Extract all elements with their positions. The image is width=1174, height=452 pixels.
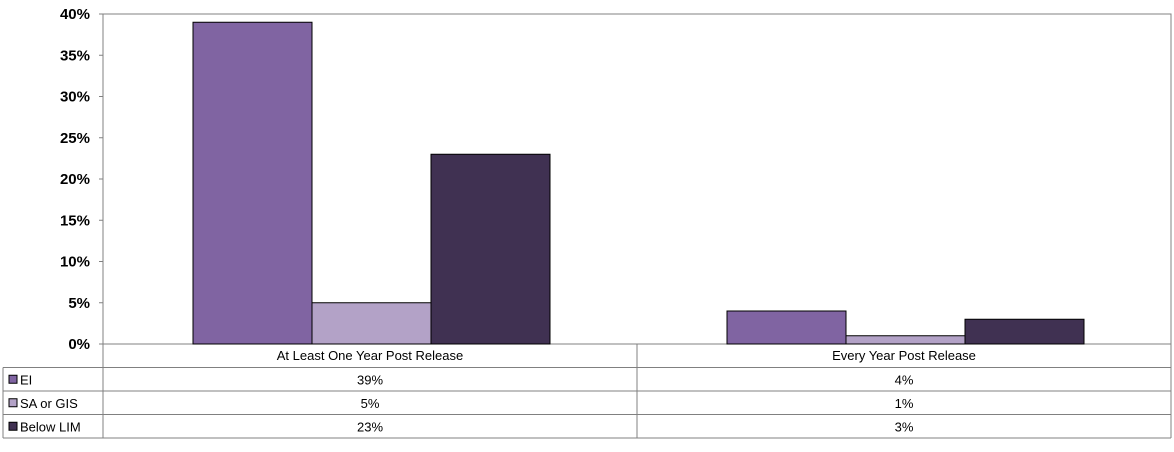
y-tick-label: 30%: [60, 89, 90, 106]
bar-below-lim: [430, 153, 551, 345]
y-tick-label: 20%: [60, 171, 90, 188]
bar-ei: [192, 21, 313, 345]
y-tick-label: 40%: [60, 6, 90, 23]
category-label: Every Year Post Release: [832, 348, 976, 363]
bar-sa-or-gis: [845, 335, 966, 345]
data-label: 5%: [361, 396, 380, 411]
bar-sa-or-gis: [311, 302, 432, 345]
category-label: At Least One Year Post Release: [277, 348, 463, 363]
data-label: 39%: [357, 372, 383, 387]
y-tick-label: 10%: [60, 254, 90, 271]
legend-key-sa-or-gis: [8, 398, 18, 408]
series-label: SA or GIS: [20, 396, 78, 411]
y-tick-label: 0%: [68, 336, 90, 353]
bar-ei: [726, 310, 847, 345]
series-label: Below LIM: [20, 419, 81, 434]
data-label: 4%: [895, 372, 914, 387]
y-tick-label: 15%: [60, 212, 90, 229]
series-label: EI: [20, 372, 32, 387]
data-label: 1%: [895, 396, 914, 411]
y-tick-label: 5%: [68, 295, 90, 312]
data-label: 3%: [895, 419, 914, 434]
y-tick-label: 25%: [60, 130, 90, 147]
bar-below-lim: [964, 318, 1085, 345]
y-tick-label: 35%: [60, 47, 90, 64]
data-label: 23%: [357, 419, 383, 434]
legend-key-below-lim: [8, 421, 18, 431]
legend-key-ei: [8, 374, 18, 384]
